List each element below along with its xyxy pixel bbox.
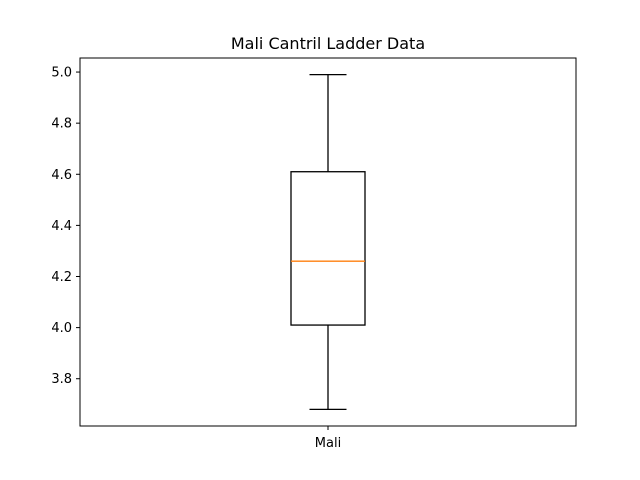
x-tick-label: Mali [315, 436, 341, 451]
y-tick-label: 4.4 [51, 219, 72, 234]
axes-frame [79, 57, 577, 427]
chart-title: Mali Cantril Ladder Data [231, 34, 425, 53]
y-tick-label: 4.6 [51, 168, 72, 183]
y-tick-label: 5.0 [51, 66, 72, 81]
plot-area: 3.8 4.0 4.2 4.4 4.6 4.8 5.0 Mali [51, 66, 366, 451]
y-tick-label: 4.8 [51, 117, 72, 132]
y-tick-label: 4.0 [51, 321, 72, 336]
y-tick-label: 4.2 [51, 270, 72, 285]
y-tick-label: 3.8 [51, 372, 72, 387]
box-iqr [290, 171, 366, 326]
